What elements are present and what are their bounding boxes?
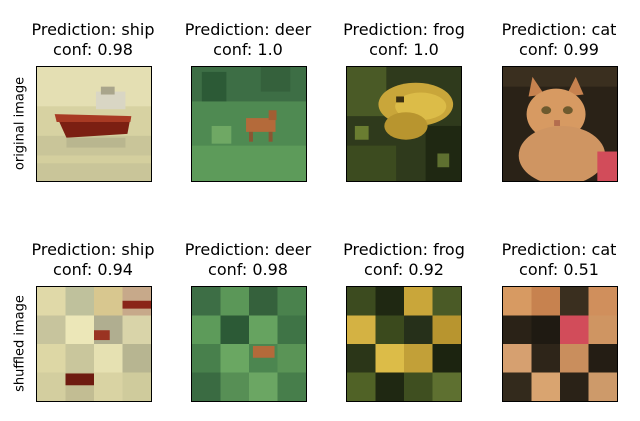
panel-title-frog-shuffled: Prediction: frog conf: 0.92 — [329, 240, 479, 280]
confidence-label: conf: 1.0 — [369, 40, 439, 59]
deer-shuffled-image — [191, 286, 307, 402]
confidence-label: conf: 0.94 — [53, 260, 133, 279]
panel-title-deer-original: Prediction: deer conf: 1.0 — [173, 20, 323, 60]
confidence-label: conf: 0.99 — [519, 40, 599, 59]
prediction-label: Prediction: deer — [184, 240, 312, 259]
confidence-label: conf: 1.0 — [213, 40, 283, 59]
cat-shuffled-image — [502, 286, 618, 402]
frog-shuffled-image — [346, 286, 462, 402]
confidence-label: conf: 0.98 — [53, 40, 133, 59]
panel-title-ship-original: Prediction: ship conf: 0.98 — [18, 20, 168, 60]
prediction-label: Prediction: cat — [501, 240, 617, 259]
prediction-label: Prediction: deer — [184, 20, 312, 39]
panel-title-frog-original: Prediction: frog conf: 1.0 — [329, 20, 479, 60]
panel-title-cat-original: Prediction: cat conf: 0.99 — [484, 20, 634, 60]
ship-original-image — [36, 66, 152, 182]
confidence-label: conf: 0.98 — [208, 260, 288, 279]
confidence-label: conf: 0.92 — [364, 260, 444, 279]
prediction-label: Prediction: ship — [31, 20, 155, 39]
panel-title-cat-shuffled: Prediction: cat conf: 0.51 — [484, 240, 634, 280]
prediction-label: Prediction: frog — [343, 240, 465, 259]
prediction-label: Prediction: ship — [31, 240, 155, 259]
prediction-label: Prediction: cat — [501, 20, 617, 39]
frog-original-image — [346, 66, 462, 182]
row-label-shuffled: shuffled image — [12, 295, 28, 392]
prediction-label: Prediction: frog — [343, 20, 465, 39]
cat-original-image — [502, 66, 618, 182]
panel-title-deer-shuffled: Prediction: deer conf: 0.98 — [173, 240, 323, 280]
confidence-label: conf: 0.51 — [519, 260, 599, 279]
panel-title-ship-shuffled: Prediction: ship conf: 0.94 — [18, 240, 168, 280]
row-label-original: original image — [12, 76, 28, 171]
ship-shuffled-image — [36, 286, 152, 402]
deer-original-image — [191, 66, 307, 182]
